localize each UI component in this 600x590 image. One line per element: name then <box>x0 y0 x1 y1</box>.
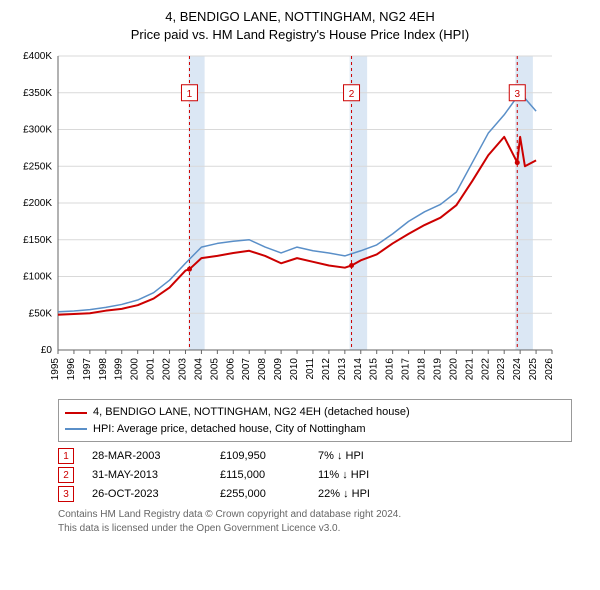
svg-text:2001: 2001 <box>146 358 157 381</box>
svg-text:2017: 2017 <box>401 358 412 381</box>
marker-date: 28-MAR-2003 <box>92 450 202 462</box>
legend-label: HPI: Average price, detached house, City… <box>93 421 366 438</box>
marker-row: 1 28-MAR-2003 £109,950 7% ↓ HPI <box>58 448 572 464</box>
marker-price: £109,950 <box>220 450 300 462</box>
svg-text:1: 1 <box>187 89 193 100</box>
chart-area: £0 £50K £100K £150K £200K £250K £300K £350K £400… <box>10 50 590 395</box>
title-address: 4, BENDIGO LANE, NOTTINGHAM, NG2 4EH <box>10 8 590 26</box>
legend: 4, BENDIGO LANE, NOTTINGHAM, NG2 4EH (de… <box>58 399 572 442</box>
marker-row: 2 31-MAY-2013 £115,000 11% ↓ HPI <box>58 467 572 483</box>
svg-text:2018: 2018 <box>417 358 428 381</box>
svg-text:2026: 2026 <box>544 358 555 381</box>
svg-text:2000: 2000 <box>130 358 141 381</box>
svg-text:2019: 2019 <box>432 358 443 381</box>
svg-text:2024: 2024 <box>512 358 523 381</box>
marker-hpi: 22% ↓ HPI <box>318 488 418 500</box>
svg-text:1995: 1995 <box>50 358 61 381</box>
svg-text:2025: 2025 <box>528 358 539 381</box>
footer-line: Contains HM Land Registry data © Crown c… <box>58 508 572 522</box>
svg-text:£150K: £150K <box>23 235 52 246</box>
legend-swatch <box>65 428 87 430</box>
marker-price: £115,000 <box>220 469 300 481</box>
marker-badge: 1 <box>58 448 74 464</box>
attribution-footer: Contains HM Land Registry data © Crown c… <box>58 508 572 536</box>
svg-text:2002: 2002 <box>162 358 173 381</box>
svg-text:£350K: £350K <box>23 88 52 99</box>
svg-text:2006: 2006 <box>225 358 236 381</box>
line-chart-svg: £0 £50K £100K £150K £200K £250K £300K £350K £400… <box>10 50 570 390</box>
svg-text:2020: 2020 <box>448 358 459 381</box>
svg-text:1998: 1998 <box>98 358 109 381</box>
svg-text:2016: 2016 <box>385 358 396 381</box>
svg-text:2011: 2011 <box>305 358 316 380</box>
svg-text:£250K: £250K <box>23 162 52 173</box>
figure-container: 4, BENDIGO LANE, NOTTINGHAM, NG2 4EH Pri… <box>0 0 600 590</box>
svg-text:2005: 2005 <box>209 358 220 381</box>
marker-hpi: 7% ↓ HPI <box>318 450 418 462</box>
svg-text:2014: 2014 <box>353 358 364 381</box>
marker-badge: 2 <box>58 467 74 483</box>
svg-text:2008: 2008 <box>257 358 268 381</box>
marker-badge: 3 <box>58 486 74 502</box>
marker-price: £255,000 <box>220 488 300 500</box>
svg-text:£0: £0 <box>41 345 53 356</box>
svg-text:2012: 2012 <box>321 358 332 381</box>
svg-text:£200K: £200K <box>23 198 52 209</box>
svg-text:£100K: £100K <box>23 272 52 283</box>
legend-swatch <box>65 412 87 414</box>
legend-item: HPI: Average price, detached house, City… <box>65 421 565 438</box>
svg-text:2021: 2021 <box>464 358 475 381</box>
svg-text:2010: 2010 <box>289 358 300 381</box>
marker-table: 1 28-MAR-2003 £109,950 7% ↓ HPI 2 31-MAY… <box>58 448 572 502</box>
svg-text:2009: 2009 <box>273 358 284 381</box>
svg-text:2013: 2013 <box>337 358 348 381</box>
svg-text:2015: 2015 <box>369 358 380 381</box>
marker-row: 3 26-OCT-2023 £255,000 22% ↓ HPI <box>58 486 572 502</box>
svg-text:2004: 2004 <box>193 358 204 381</box>
marker-date: 26-OCT-2023 <box>92 488 202 500</box>
svg-text:2023: 2023 <box>496 358 507 381</box>
svg-text:2022: 2022 <box>480 358 491 381</box>
svg-text:£50K: £50K <box>29 309 53 320</box>
title-subtitle: Price paid vs. HM Land Registry's House … <box>10 26 590 44</box>
svg-text:2007: 2007 <box>241 358 252 381</box>
marker-hpi: 11% ↓ HPI <box>318 469 418 481</box>
footer-line: This data is licensed under the Open Gov… <box>58 522 572 536</box>
legend-label: 4, BENDIGO LANE, NOTTINGHAM, NG2 4EH (de… <box>93 404 410 421</box>
svg-text:1996: 1996 <box>66 358 77 381</box>
svg-text:£400K: £400K <box>23 51 52 62</box>
marker-date: 31-MAY-2013 <box>92 469 202 481</box>
svg-text:2003: 2003 <box>177 358 188 381</box>
svg-text:1999: 1999 <box>114 358 125 381</box>
svg-text:1997: 1997 <box>82 358 93 381</box>
legend-item: 4, BENDIGO LANE, NOTTINGHAM, NG2 4EH (de… <box>65 404 565 421</box>
svg-text:2: 2 <box>349 89 355 100</box>
svg-text:3: 3 <box>514 89 520 100</box>
svg-text:£300K: £300K <box>23 125 52 136</box>
